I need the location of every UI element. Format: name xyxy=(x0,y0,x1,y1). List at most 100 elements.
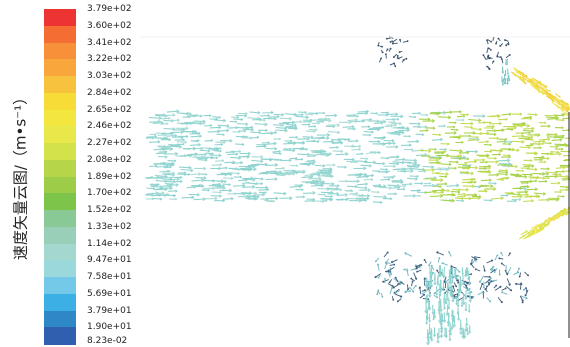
vector-arrowhead xyxy=(197,139,200,141)
vector-arrowhead xyxy=(506,63,509,66)
vector-arrow xyxy=(485,278,491,284)
vector-arrowhead xyxy=(446,312,450,316)
vector-arrow xyxy=(526,188,538,191)
vector-arrowhead xyxy=(414,161,418,164)
vector-arrowhead xyxy=(363,167,367,171)
vector-arrowhead xyxy=(277,115,280,118)
vector-arrowhead xyxy=(501,128,504,131)
vector-arrow xyxy=(535,223,544,229)
vector-arrowhead xyxy=(488,275,491,278)
vector-arrow xyxy=(331,138,341,141)
vector-arrow xyxy=(157,155,168,158)
vector-arrowhead xyxy=(420,148,424,151)
vector-arrowhead xyxy=(274,177,278,180)
vector-arrowhead xyxy=(198,143,201,145)
vector-arrow xyxy=(546,133,557,136)
vector-arrowhead xyxy=(385,38,388,40)
vector-arrowhead xyxy=(364,186,368,189)
vector-arrowhead xyxy=(194,129,198,133)
vector-arrowhead xyxy=(190,170,194,173)
vector-arrowhead xyxy=(272,199,275,202)
vector-arrow xyxy=(511,135,524,137)
vector-arrowhead xyxy=(566,185,569,188)
vector-arrowhead xyxy=(162,113,166,116)
vector-arrowhead xyxy=(164,133,167,136)
vector-arrow xyxy=(361,118,372,121)
vector-arrowhead xyxy=(550,151,554,154)
vector-arrowhead xyxy=(188,147,191,150)
colorbar-level-label: 1.52e+02 xyxy=(87,205,132,215)
vector-arrow xyxy=(562,178,570,181)
vector-arrow xyxy=(520,230,528,235)
vector-arrowhead xyxy=(326,134,331,138)
vector-arrowhead xyxy=(406,126,410,129)
vector-arrowhead xyxy=(498,257,500,260)
vector-arrowhead xyxy=(420,181,423,184)
vector-arrow xyxy=(250,131,262,134)
vector-arrow xyxy=(523,75,533,82)
vector-arrowhead xyxy=(459,154,463,157)
vector-arrowhead xyxy=(263,118,266,121)
vector-arrow xyxy=(427,333,429,345)
vector-arrow xyxy=(214,119,226,122)
vector-arrowhead xyxy=(378,183,381,186)
vector-arrowhead xyxy=(378,150,381,153)
vector-arrowhead xyxy=(291,120,295,123)
vector-arrowhead xyxy=(431,168,435,171)
vector-arrow xyxy=(211,164,222,166)
vector-arrowhead xyxy=(462,156,466,160)
vector-arrowhead xyxy=(434,334,437,337)
vector-arrow xyxy=(403,168,413,170)
vector-arrowhead xyxy=(422,167,426,171)
vector-arrowhead xyxy=(508,43,510,46)
vector-arrow xyxy=(468,118,482,122)
vector-arrowhead xyxy=(218,126,222,130)
vector-arrowhead xyxy=(292,172,296,175)
vector-arrowhead xyxy=(396,54,399,57)
vector-arrowhead xyxy=(530,135,534,138)
vector-arrowhead xyxy=(174,133,177,136)
vector-arrowhead xyxy=(264,191,267,193)
vector-arrow xyxy=(390,122,402,125)
vector-arrow xyxy=(531,224,539,229)
vector-arrowhead xyxy=(375,112,378,114)
vector-arrow xyxy=(508,75,510,82)
vector-arrowhead xyxy=(283,191,287,195)
vector-arrowhead xyxy=(352,144,355,147)
vector-arrowhead xyxy=(199,123,203,126)
vector-arrowhead xyxy=(314,125,317,127)
vector-arrowhead xyxy=(456,160,459,163)
vector-arrow xyxy=(449,323,451,333)
vector-arrowhead xyxy=(506,194,509,196)
vector-arrowhead xyxy=(456,128,459,131)
vector-arrowhead xyxy=(391,138,395,142)
vector-arrow xyxy=(360,157,368,160)
vector-arrowhead xyxy=(445,175,448,178)
vector-arrow xyxy=(478,141,489,144)
vector-arrowhead xyxy=(171,161,175,164)
vector-arrowhead xyxy=(438,273,441,277)
colorbar-level-label: 1.14e+02 xyxy=(87,238,132,249)
vector-arrowhead xyxy=(274,163,278,166)
vector-arrowhead xyxy=(284,128,288,132)
vector-arrowhead xyxy=(264,144,267,147)
vector-arrowhead xyxy=(169,165,172,168)
vector-arrowhead xyxy=(426,342,429,346)
vector-arrowhead xyxy=(505,168,509,171)
vector-arrow xyxy=(554,92,561,98)
vector-arrowhead xyxy=(365,112,368,116)
vector-arrow xyxy=(523,234,532,240)
vector-arrowhead xyxy=(446,321,450,325)
vector-arrowhead xyxy=(158,116,162,119)
vector-arrowhead xyxy=(529,116,533,119)
vector-arrow xyxy=(457,307,459,315)
vector-arrow xyxy=(273,152,282,155)
vector-arrowhead xyxy=(334,113,338,116)
vector-arrow xyxy=(223,177,234,180)
vector-arrowhead xyxy=(275,196,279,199)
vector-arrow xyxy=(482,54,487,60)
vector-arrow xyxy=(450,265,457,269)
vector-arrowhead xyxy=(270,110,274,113)
vector-arrowhead xyxy=(320,183,323,186)
vector-arrowhead xyxy=(443,287,445,290)
